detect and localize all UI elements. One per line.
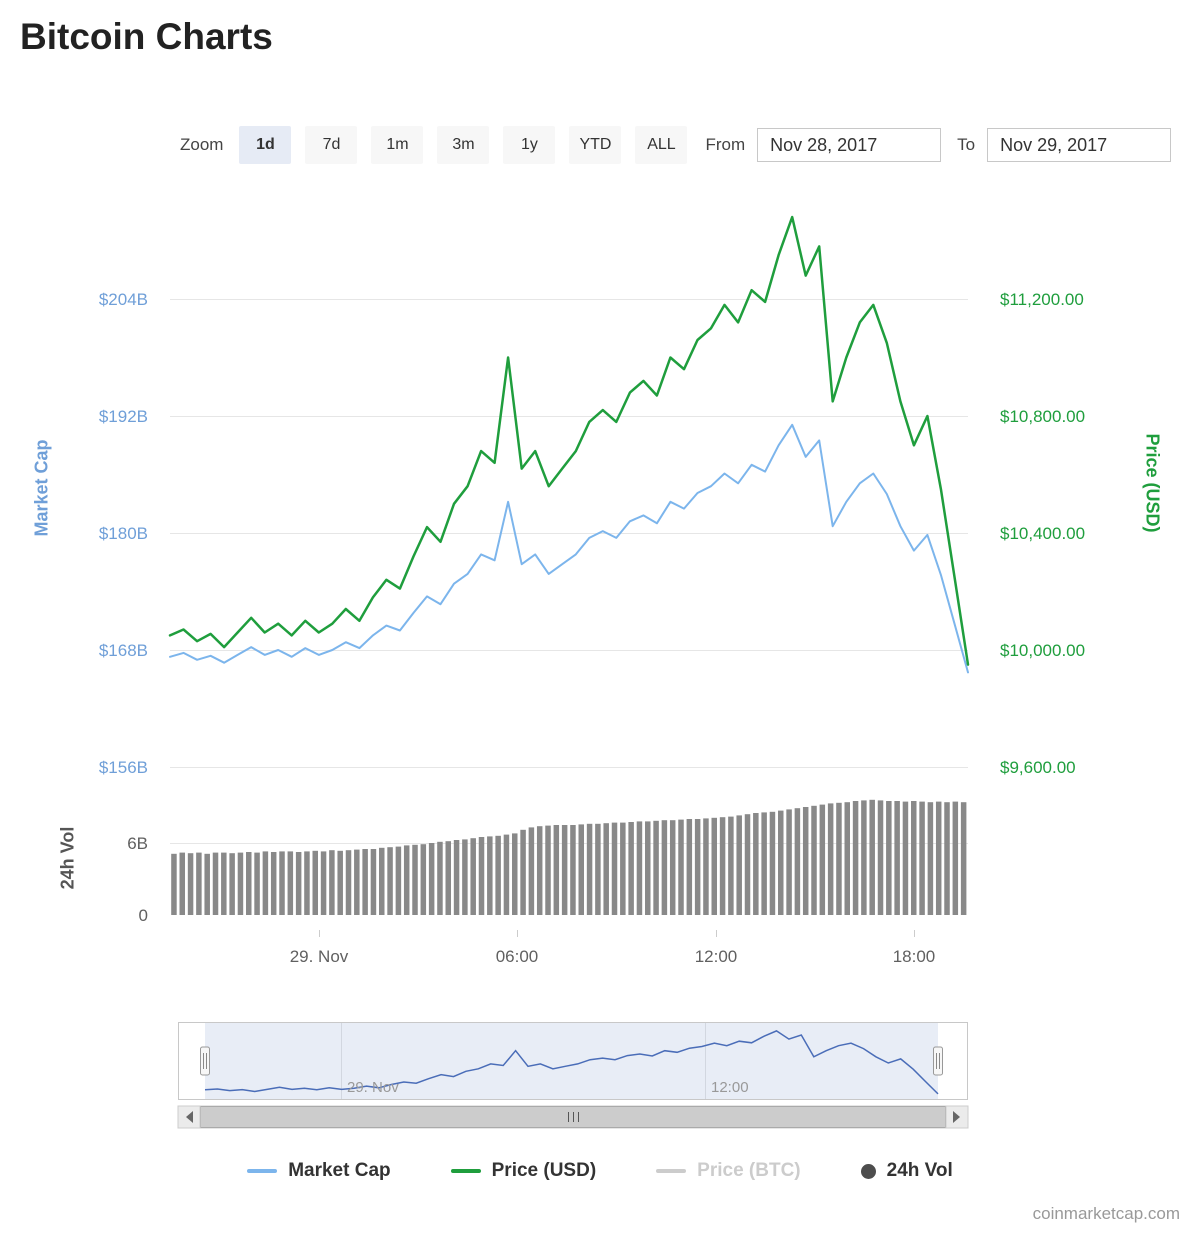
volume-bars xyxy=(171,799,967,915)
svg-text:6B: 6B xyxy=(127,834,148,853)
svg-text:29. Nov: 29. Nov xyxy=(290,947,349,966)
navigator[interactable]: 29. Nov 12:00 xyxy=(178,1022,968,1100)
arrow-left-icon xyxy=(186,1111,193,1123)
legend-item-label: Market Cap xyxy=(288,1160,391,1181)
zoom-button-1m[interactable]: 1m xyxy=(371,126,424,164)
zoom-buttons: 1d 7d 1m 3m 1y YTD ALL xyxy=(239,126,701,164)
legend-item-24h-vol[interactable]: 24h Vol xyxy=(860,1160,953,1182)
from-date-input[interactable] xyxy=(757,128,942,162)
svg-text:$180B: $180B xyxy=(99,524,148,543)
svg-text:12:00: 12:00 xyxy=(695,947,738,966)
price-usd-axis-title: Price (USD) xyxy=(1142,433,1163,533)
legend: Market Cap Price (USD) Price (BTC) 24h Vol xyxy=(0,1160,1200,1182)
zoom-button-1d[interactable]: 1d xyxy=(239,126,292,164)
svg-text:29. Nov: 29. Nov xyxy=(347,1079,399,1096)
svg-text:$9,600.00: $9,600.00 xyxy=(1000,758,1076,777)
svg-text:$11,200.00: $11,200.00 xyxy=(1000,290,1084,309)
volume-axis-title: 24h Vol xyxy=(57,826,78,890)
volume-axis-tick-labels: 6B 0 xyxy=(127,834,148,925)
navigator-handle-right[interactable] xyxy=(933,1046,943,1076)
scrollbar-right-arrow[interactable] xyxy=(945,1105,969,1129)
zoom-label: Zoom xyxy=(180,135,224,154)
price-usd-series-line xyxy=(168,215,970,666)
navigator-handle-left[interactable] xyxy=(200,1046,210,1076)
arrow-right-icon xyxy=(953,1111,960,1123)
svg-text:$192B: $192B xyxy=(99,407,148,426)
legend-item-market-cap[interactable]: Market Cap xyxy=(247,1160,391,1182)
svg-text:18:00: 18:00 xyxy=(893,947,936,966)
navigator-labels: 29. Nov 12:00 xyxy=(347,1079,749,1096)
page-title: Bitcoin Charts xyxy=(20,16,273,57)
zoom-button-3m[interactable]: 3m xyxy=(437,126,490,164)
svg-text:0: 0 xyxy=(139,906,148,925)
svg-text:$156B: $156B xyxy=(99,758,148,777)
legend-marker-line-icon xyxy=(656,1169,687,1173)
to-date-input[interactable] xyxy=(987,128,1172,162)
navigator-series-line xyxy=(204,1030,939,1095)
x-axis-tick-labels: 29. Nov 06:00 12:00 18:00 xyxy=(290,947,936,966)
svg-text:$10,800.00: $10,800.00 xyxy=(1000,407,1085,426)
legend-item-label: Price (USD) xyxy=(491,1160,597,1181)
market-cap-series-line xyxy=(169,423,969,674)
to-label: To xyxy=(957,135,976,154)
legend-item-label: 24h Vol xyxy=(886,1160,953,1181)
market-cap-axis-title: Market Cap xyxy=(31,439,52,537)
svg-text:12:00: 12:00 xyxy=(711,1079,749,1096)
svg-text:$10,400.00: $10,400.00 xyxy=(1000,524,1085,543)
zoom-button-all[interactable]: ALL xyxy=(635,126,688,164)
legend-item-label: Price (BTC) xyxy=(697,1160,801,1181)
left-axis-tick-labels: $204B $192B $180B $168B $156B xyxy=(99,290,148,777)
zoom-button-7d[interactable]: 7d xyxy=(305,126,358,164)
svg-text:$168B: $168B xyxy=(99,641,148,660)
watermark: coinmarketcap.com xyxy=(1032,1204,1180,1223)
svg-text:$10,000.00: $10,000.00 xyxy=(1000,641,1085,660)
legend-marker-circle-icon xyxy=(860,1163,876,1179)
range-selector-toolbar: Zoom 1d 7d 1m 3m 1y YTD ALL From To xyxy=(180,124,1183,166)
zoom-button-1y[interactable]: 1y xyxy=(503,126,556,164)
legend-item-price-btc[interactable]: Price (BTC) xyxy=(656,1160,801,1182)
legend-marker-line-icon xyxy=(247,1169,278,1173)
svg-text:$204B: $204B xyxy=(99,290,148,309)
legend-marker-line-icon xyxy=(450,1169,481,1173)
svg-text:06:00: 06:00 xyxy=(496,947,539,966)
from-label: From xyxy=(705,135,746,154)
scrollbar[interactable] xyxy=(177,1105,969,1129)
scrollbar-left-arrow[interactable] xyxy=(177,1105,201,1129)
right-axis-tick-labels: $11,200.00 $10,800.00 $10,400.00 $10,000.00… xyxy=(1000,290,1085,777)
legend-item-price-usd[interactable]: Price (USD) xyxy=(450,1160,597,1182)
zoom-button-ytd[interactable]: YTD xyxy=(569,126,622,164)
navigator-selected-range[interactable] xyxy=(205,1022,938,1100)
